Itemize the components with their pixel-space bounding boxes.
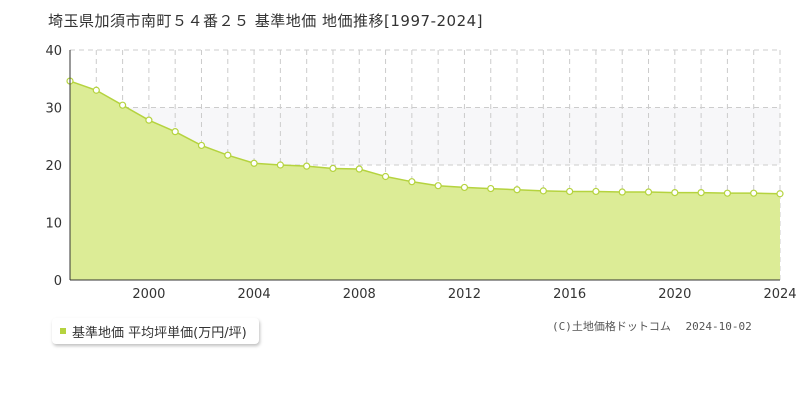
series-area [70,81,780,280]
data-point [566,187,574,196]
y-tick-label: 40 [45,44,62,59]
y-tick-label: 0 [54,274,62,289]
data-point [145,116,153,124]
x-tick-label: 2000 [132,287,165,302]
legend: 基準地価 平均坪単価(万円/坪) [52,318,259,344]
chart-title: 埼玉県加須市南町５４番２５ 基準地価 地価推移[1997-2024] [48,12,484,30]
data-point [644,188,653,196]
data-point [355,165,363,173]
data-point [171,128,179,136]
data-point [118,101,127,109]
y-tick-label: 30 [45,102,62,117]
data-point [671,189,679,197]
data-point [303,162,311,170]
x-tick-label: 2012 [448,287,481,302]
copyright-date: 2024-10-02 [685,320,752,333]
band-30-40 [70,50,780,108]
data-point [697,189,705,197]
x-tick-label: 2020 [658,287,691,302]
x-tick-label: 2016 [553,287,586,302]
copyright-text: (C)土地価格ドットコム [552,320,671,333]
x-tick-label: 2024 [763,287,796,302]
data-point [381,172,390,181]
x-tick-label: 2004 [238,287,271,302]
data-point [460,183,469,192]
data-point [513,186,521,194]
data-point [487,184,495,193]
data-point [776,190,784,198]
legend-swatch [60,328,66,334]
data-point [434,182,442,190]
data-point [276,161,284,169]
y-tick-label: 20 [45,159,62,174]
legend-label: 基準地価 平均坪単価(万円/坪) [72,325,247,341]
copyright: (C)土地価格ドットコム 2024-10-02 [552,318,760,334]
data-point [618,188,626,196]
data-point [329,164,337,173]
data-point [224,151,232,159]
series-line [69,80,781,195]
y-tick-label: 10 [45,217,62,232]
data-point [92,86,100,94]
x-tick-label: 2008 [343,287,376,302]
data-point [250,159,258,167]
data-point [539,187,547,195]
data-point [592,187,600,196]
data-point [750,189,758,197]
data-point [723,189,732,197]
data-point [408,178,416,186]
data-point [197,141,206,150]
